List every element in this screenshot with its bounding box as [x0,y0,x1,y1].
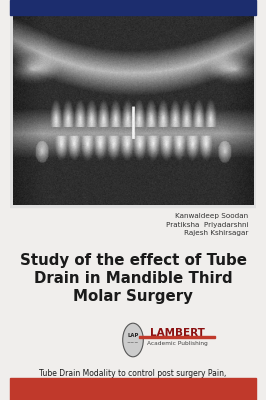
Bar [10,207,256,400]
Text: Tube Drain Modality to control post surgery Pain,
Swelling and Trismus: Tube Drain Modality to control post surg… [39,369,227,391]
Text: Kanwaldeep Soodan
Pratiksha  Priyadarshni
Rajesh Kshirsagar: Kanwaldeep Soodan Pratiksha Priyadarshni… [166,213,248,236]
Text: Study of the effect of Tube
Drain in Mandible Third
Molar Surgery: Study of the effect of Tube Drain in Man… [19,253,247,304]
Text: LAP: LAP [127,333,139,338]
Bar [10,378,256,400]
Text: ~~~: ~~~ [127,341,139,346]
Bar [139,336,215,338]
Text: LAMBERT: LAMBERT [150,328,205,338]
Bar [10,0,256,15]
Circle shape [123,323,143,357]
Bar [10,15,256,207]
Text: Academic Publishing: Academic Publishing [147,342,207,346]
